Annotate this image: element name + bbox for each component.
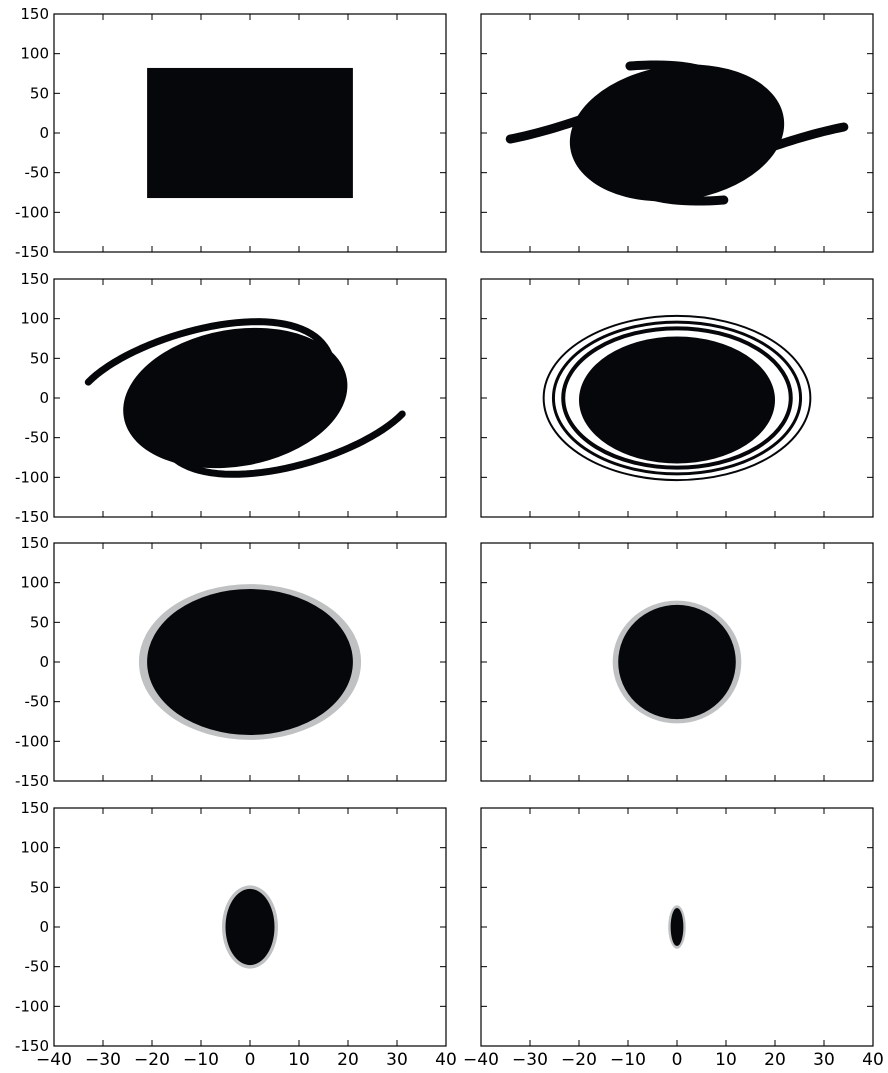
point-cloud-rectangle xyxy=(147,67,353,199)
point-cloud-core xyxy=(225,888,275,966)
x-tick-label: 0 xyxy=(672,1050,683,1070)
y-tick-label: 150 xyxy=(20,5,49,23)
panel-6-points xyxy=(612,600,742,724)
y-tick-label: -150 xyxy=(15,772,49,790)
y-tick-label: 150 xyxy=(20,534,49,552)
y-tick-label: 100 xyxy=(20,45,49,63)
y-tick-label: 50 xyxy=(30,878,49,896)
x-tick-label: 20 xyxy=(337,1050,359,1070)
point-cloud-core xyxy=(147,589,353,735)
y-tick-label: 50 xyxy=(30,84,49,102)
point-cloud-core xyxy=(123,327,348,469)
point-cloud-core xyxy=(670,907,684,947)
spiral-arm-3 xyxy=(625,179,729,206)
panel-7: 150 100 50 0 -50 -100 -150−40 −30 −20 −10 0 10 20 30 4… xyxy=(15,799,457,1070)
panel-1-points xyxy=(147,67,353,199)
y-tick-label: -150 xyxy=(15,243,49,261)
y-tick-label: -150 xyxy=(15,1037,49,1055)
y-tick-label: -50 xyxy=(25,429,50,447)
y-tick-label: 100 xyxy=(20,310,49,328)
x-tick-label: 30 xyxy=(386,1050,408,1070)
point-cloud-core xyxy=(579,336,775,464)
y-tick-label: -100 xyxy=(15,997,49,1015)
x-tick-label: −10 xyxy=(183,1050,219,1070)
x-tick-label: −30 xyxy=(512,1050,548,1070)
panel-8-points xyxy=(668,905,686,949)
panel-5: 150 100 50 0 -50 -100 -150 xyxy=(15,534,447,790)
point-cloud-core xyxy=(618,604,736,720)
y-tick-label: -100 xyxy=(15,468,49,486)
spiral-arm-1 xyxy=(625,60,729,87)
x-tick-label: −20 xyxy=(134,1050,170,1070)
y-tick-label: 0 xyxy=(39,653,49,671)
y-tick-label: -100 xyxy=(15,203,49,221)
x-tick-label: 20 xyxy=(764,1050,786,1070)
panel-4-points xyxy=(542,314,812,482)
panel-4 xyxy=(480,278,874,518)
x-tick-label: −40 xyxy=(36,1050,72,1070)
y-tick-label: 50 xyxy=(30,349,49,367)
y-tick-label: 100 xyxy=(20,839,49,857)
x-tick-label: 10 xyxy=(715,1050,737,1070)
wound-ring-3 xyxy=(542,314,812,482)
y-tick-label: -50 xyxy=(25,164,50,182)
x-tick-label: −30 xyxy=(85,1050,121,1070)
y-tick-label: -50 xyxy=(25,693,50,711)
y-tick-label: -150 xyxy=(15,508,49,526)
x-tick-label: 40 xyxy=(862,1050,884,1070)
y-tick-label: 150 xyxy=(20,799,49,817)
x-tick-label: −10 xyxy=(610,1050,646,1070)
x-tick-label: 40 xyxy=(435,1050,457,1070)
panel-6 xyxy=(480,542,874,782)
panel-5-points xyxy=(138,584,362,740)
y-tick-label: -50 xyxy=(25,958,50,976)
panel-2 xyxy=(480,13,874,253)
spiral-arm-2 xyxy=(505,108,604,144)
panel-1: 150 100 50 0 -50 -100 -150 xyxy=(15,5,447,261)
x-tick-label: 0 xyxy=(245,1050,256,1070)
y-tick-label: 0 xyxy=(39,389,49,407)
panel-2-points xyxy=(505,60,849,206)
y-tick-label: 150 xyxy=(20,270,49,288)
wound-ring-2 xyxy=(551,320,803,476)
panel-7-points xyxy=(222,885,278,969)
spiral-arm-4 xyxy=(750,122,849,158)
y-tick-label: 100 xyxy=(20,574,49,592)
y-tick-label: -100 xyxy=(15,732,49,750)
spiral-arm-1 xyxy=(84,318,334,386)
spiral-arm-2 xyxy=(156,410,406,478)
panel-3: 150 100 50 0 -50 -100 -150 xyxy=(15,270,447,526)
y-tick-label: 0 xyxy=(39,124,49,142)
wound-ring-1 xyxy=(561,326,793,470)
panel-3-points xyxy=(84,318,406,478)
x-tick-label: 30 xyxy=(813,1050,835,1070)
x-tick-label: −20 xyxy=(561,1050,597,1070)
point-cloud-core xyxy=(569,64,785,202)
x-tick-label: −40 xyxy=(463,1050,499,1070)
y-tick-label: 0 xyxy=(39,918,49,936)
x-tick-label: 10 xyxy=(288,1050,310,1070)
y-tick-label: 50 xyxy=(30,613,49,631)
panel-8: −40 −30 −20 −10 0 10 20 30 40 xyxy=(463,807,884,1070)
